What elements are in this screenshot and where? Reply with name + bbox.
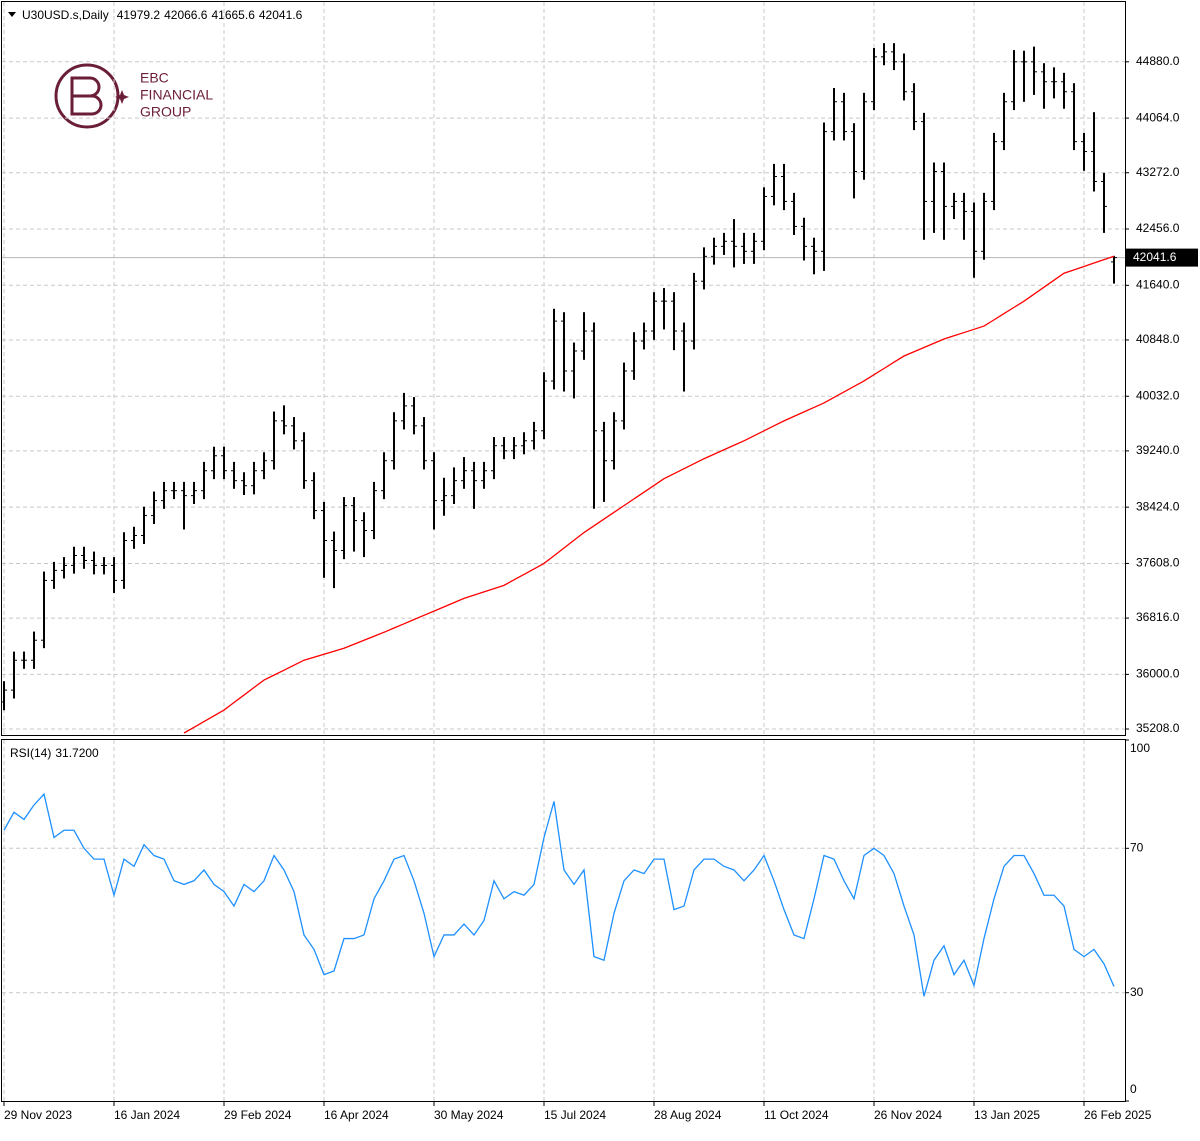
last-open: 41979.2: [117, 8, 161, 22]
y-tick-label: 37608.0: [1136, 556, 1180, 570]
logo-star: [115, 90, 129, 104]
x-tick-label: 11 Oct 2024: [764, 1108, 829, 1122]
y-tick-label: 100: [1130, 741, 1150, 755]
x-tick-label: 26 Nov 2024: [874, 1108, 942, 1122]
x-tick-label: 29 Nov 2023: [4, 1108, 72, 1122]
y-tick-label: 40848.0: [1136, 332, 1180, 346]
menu-arrow: [8, 12, 16, 17]
logo-text: FINANCIAL: [140, 87, 213, 103]
y-tick-label: 38424.0: [1136, 499, 1180, 513]
x-tick-label: 16 Apr 2024: [324, 1108, 389, 1122]
logo: [54, 63, 129, 129]
y-tick-label: 36000.0: [1136, 667, 1180, 681]
x-tick-label: 28 Aug 2024: [654, 1108, 722, 1122]
x-tick-label: 15 Jul 2024: [544, 1108, 606, 1122]
symbol: U30USD.s,Daily: [22, 8, 109, 22]
y-tick-label: 42456.0: [1136, 221, 1180, 235]
rsi-last: 31.7200: [55, 746, 99, 760]
logo-mark: [70, 76, 103, 116]
last-high: 42066.6: [164, 8, 208, 22]
x-tick-label: 13 Jan 2025: [974, 1108, 1040, 1122]
logo-text: EBC: [140, 70, 169, 86]
y-tick-label: 70: [1130, 840, 1144, 854]
price-box: [1126, 248, 1198, 267]
y-tick-label: 0: [1130, 1082, 1137, 1096]
y-tick-label: 36816.0: [1136, 610, 1180, 624]
y-tick-label: 30: [1130, 985, 1144, 999]
x-tick-label: 30 May 2024: [434, 1108, 504, 1122]
rsi-title: RSI(14) 31.7200: [10, 746, 99, 760]
price-panel: [1, 1, 1126, 736]
moving-average: [183, 255, 1115, 734]
price-box-label: 42041.6: [1133, 250, 1177, 264]
x-tick-label: 16 Jan 2024: [114, 1108, 180, 1122]
logo-text: GROUP: [140, 104, 191, 120]
y-tick-label: 44880.0: [1136, 54, 1180, 68]
last-close: 42041.6: [259, 8, 303, 22]
x-tick-label: 29 Feb 2024: [224, 1108, 292, 1122]
y-tick-label: 44064.0: [1136, 110, 1180, 124]
y-tick-label: 43272.0: [1136, 165, 1180, 179]
y-tick-label: 35208.0: [1136, 721, 1180, 735]
y-tick-label: 40032.0: [1136, 388, 1180, 402]
last-low: 41665.6: [211, 8, 255, 22]
y-tick-label: 39240.0: [1136, 443, 1180, 457]
x-tick-label: 26 Feb 2025: [1084, 1108, 1152, 1122]
y-tick-label: 41640.0: [1136, 277, 1180, 291]
rsi-line: [3, 792, 1115, 997]
rsi-name: RSI(14): [10, 746, 51, 760]
chart-title: U30USD.s,Daily 41979.2 42066.6 41665.6 42041…: [22, 8, 303, 22]
rsi-panel: [1, 739, 1126, 1102]
